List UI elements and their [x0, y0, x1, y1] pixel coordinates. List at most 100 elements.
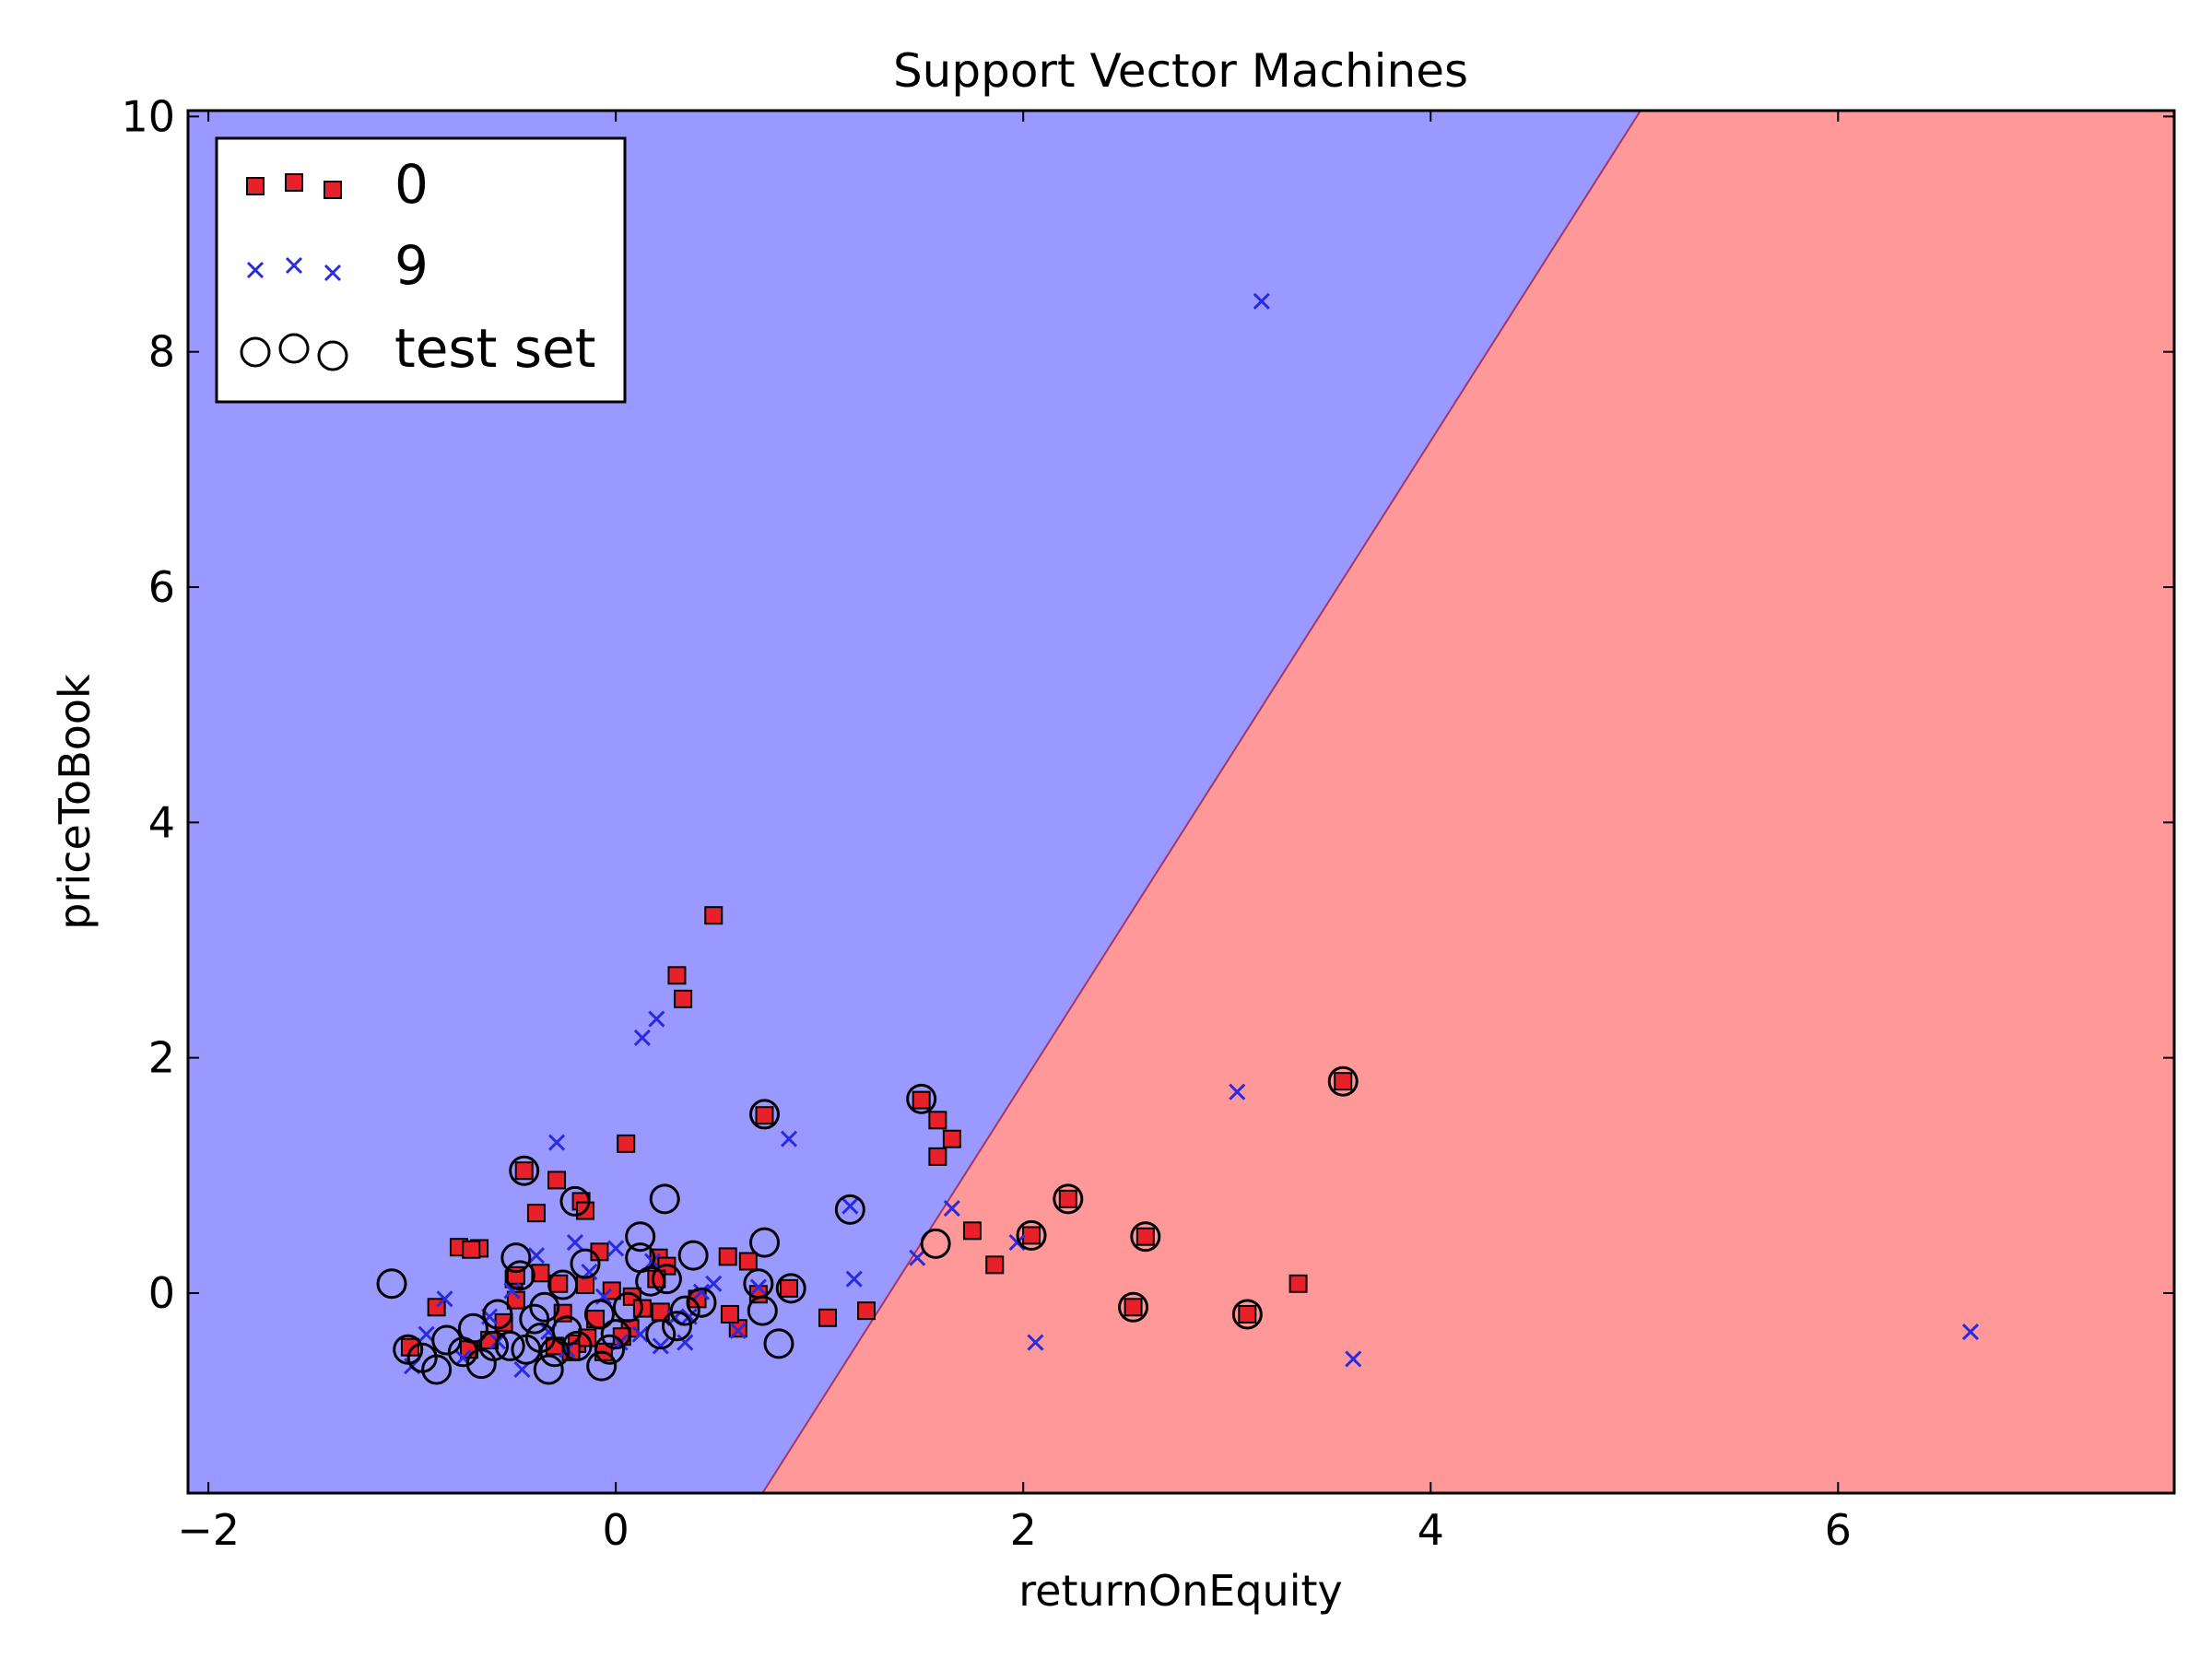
- test-set-point: [509, 1155, 540, 1186]
- class-0-point: [985, 1255, 1005, 1275]
- legend-label-9: 9: [394, 234, 429, 297]
- class-0-point: [1238, 1304, 1257, 1324]
- y-tick-label: 6: [148, 562, 175, 612]
- class-9-point: [566, 1234, 584, 1252]
- class-0-point: [667, 966, 687, 985]
- test-set-point: [457, 1312, 488, 1344]
- class-9-point: [705, 1275, 723, 1292]
- class-0-point: [617, 1134, 636, 1153]
- y-tick-label: 4: [148, 797, 175, 847]
- class-9-point: [943, 1199, 960, 1218]
- class-9-point: [692, 1283, 711, 1300]
- plot-frame: [186, 109, 2176, 1495]
- test-set-point: [551, 1315, 582, 1347]
- class-0-point: [547, 1171, 567, 1190]
- class-0-point: [514, 1161, 534, 1181]
- class-0-point: [962, 1221, 982, 1241]
- class-9-point: [648, 1010, 665, 1028]
- class-9-point: [418, 1325, 435, 1343]
- class-9-point: [780, 1130, 798, 1147]
- class-9-point: [749, 1278, 767, 1296]
- test-set-point: [747, 1295, 778, 1326]
- x-tick-label: 2: [1010, 1505, 1037, 1555]
- x-tick-label: 4: [1418, 1505, 1444, 1555]
- decision-boundary-line: [761, 111, 1641, 1493]
- x-axis-label: returnOnEquity: [1018, 1566, 1342, 1616]
- class-9-point: [631, 1325, 649, 1343]
- class-9-point: [729, 1322, 747, 1339]
- test-set-point: [677, 1240, 709, 1271]
- class-9-point: [547, 1134, 566, 1151]
- class-0-point: [526, 1204, 546, 1223]
- test-set-point: [533, 1354, 564, 1385]
- class-0-point: [602, 1281, 621, 1300]
- class-0-point: [718, 1247, 737, 1266]
- test-set-point: [559, 1185, 591, 1217]
- class-9-point: [652, 1337, 669, 1355]
- class-0-point: [928, 1111, 947, 1130]
- class-0-point: [818, 1308, 838, 1327]
- legend-markers: [240, 173, 348, 371]
- y-tick-label: 8: [148, 327, 175, 377]
- test-set-point: [529, 1291, 560, 1323]
- class-9-point: [845, 1270, 863, 1288]
- legend-cross-icon: [246, 261, 265, 279]
- legend-circle-icon: [278, 333, 310, 364]
- test-set-markers: [376, 1065, 1359, 1385]
- test-set-point: [834, 1194, 865, 1225]
- class-9-point: [503, 1282, 521, 1300]
- class-9-point: [1345, 1350, 1362, 1368]
- test-set-point: [635, 1265, 666, 1297]
- test-set-point: [651, 1264, 682, 1295]
- test-set-point: [906, 1083, 937, 1114]
- decision-region-class-0: [762, 111, 2174, 1493]
- class-9-point: [1253, 292, 1270, 310]
- class-0-point: [506, 1290, 525, 1310]
- test-set-point: [586, 1350, 618, 1382]
- test-set-point: [625, 1221, 656, 1253]
- test-set-point: [478, 1330, 510, 1361]
- class-0-point: [1022, 1226, 1041, 1245]
- x-tick-label: 6: [1825, 1505, 1852, 1555]
- test-set-point: [661, 1311, 692, 1342]
- class-0-point: [1058, 1189, 1077, 1208]
- chart-title: Support Vector Machines: [893, 44, 1468, 98]
- legend-label-test-set: test set: [394, 317, 595, 380]
- test-set-point: [421, 1354, 453, 1385]
- test-set-point: [749, 1099, 781, 1130]
- class-0-point: [1288, 1274, 1308, 1293]
- test-set-point: [594, 1334, 626, 1365]
- test-set-point: [431, 1324, 463, 1356]
- class-9-point: [909, 1249, 926, 1266]
- class-0-point: [704, 906, 724, 925]
- test-set-point: [645, 1319, 677, 1350]
- class-0-point: [780, 1278, 799, 1298]
- class-0-point: [1135, 1227, 1155, 1246]
- class-0-point: [1124, 1298, 1143, 1317]
- plot-area: [188, 111, 2174, 1493]
- class-9-point: [1027, 1334, 1044, 1351]
- test-set-point: [775, 1273, 806, 1304]
- test-set-point: [763, 1328, 794, 1359]
- test-set-point: [376, 1268, 407, 1300]
- test-set-point: [500, 1242, 532, 1274]
- test-set-point: [519, 1303, 550, 1335]
- legend-label-0: 0: [394, 153, 429, 216]
- class-9-point: [677, 1334, 694, 1351]
- test-set-point: [920, 1228, 951, 1259]
- test-set-point: [1118, 1291, 1149, 1323]
- y-tick-label: 10: [121, 91, 175, 141]
- test-set-point: [561, 1330, 593, 1361]
- test-set-point: [547, 1269, 579, 1300]
- class-0-point: [928, 1147, 947, 1166]
- class-0-point: [674, 989, 693, 1008]
- class-0-point: [912, 1090, 931, 1110]
- legend-circle-icon: [240, 336, 271, 368]
- class-9-point: [841, 1197, 859, 1215]
- class-9-point: [527, 1247, 546, 1265]
- test-set-point: [504, 1260, 535, 1291]
- y-tick-label: 2: [148, 1033, 175, 1083]
- legend-square-icon: [285, 173, 303, 192]
- legend-square-icon: [324, 181, 342, 199]
- legend: 0 9 test set: [215, 136, 627, 404]
